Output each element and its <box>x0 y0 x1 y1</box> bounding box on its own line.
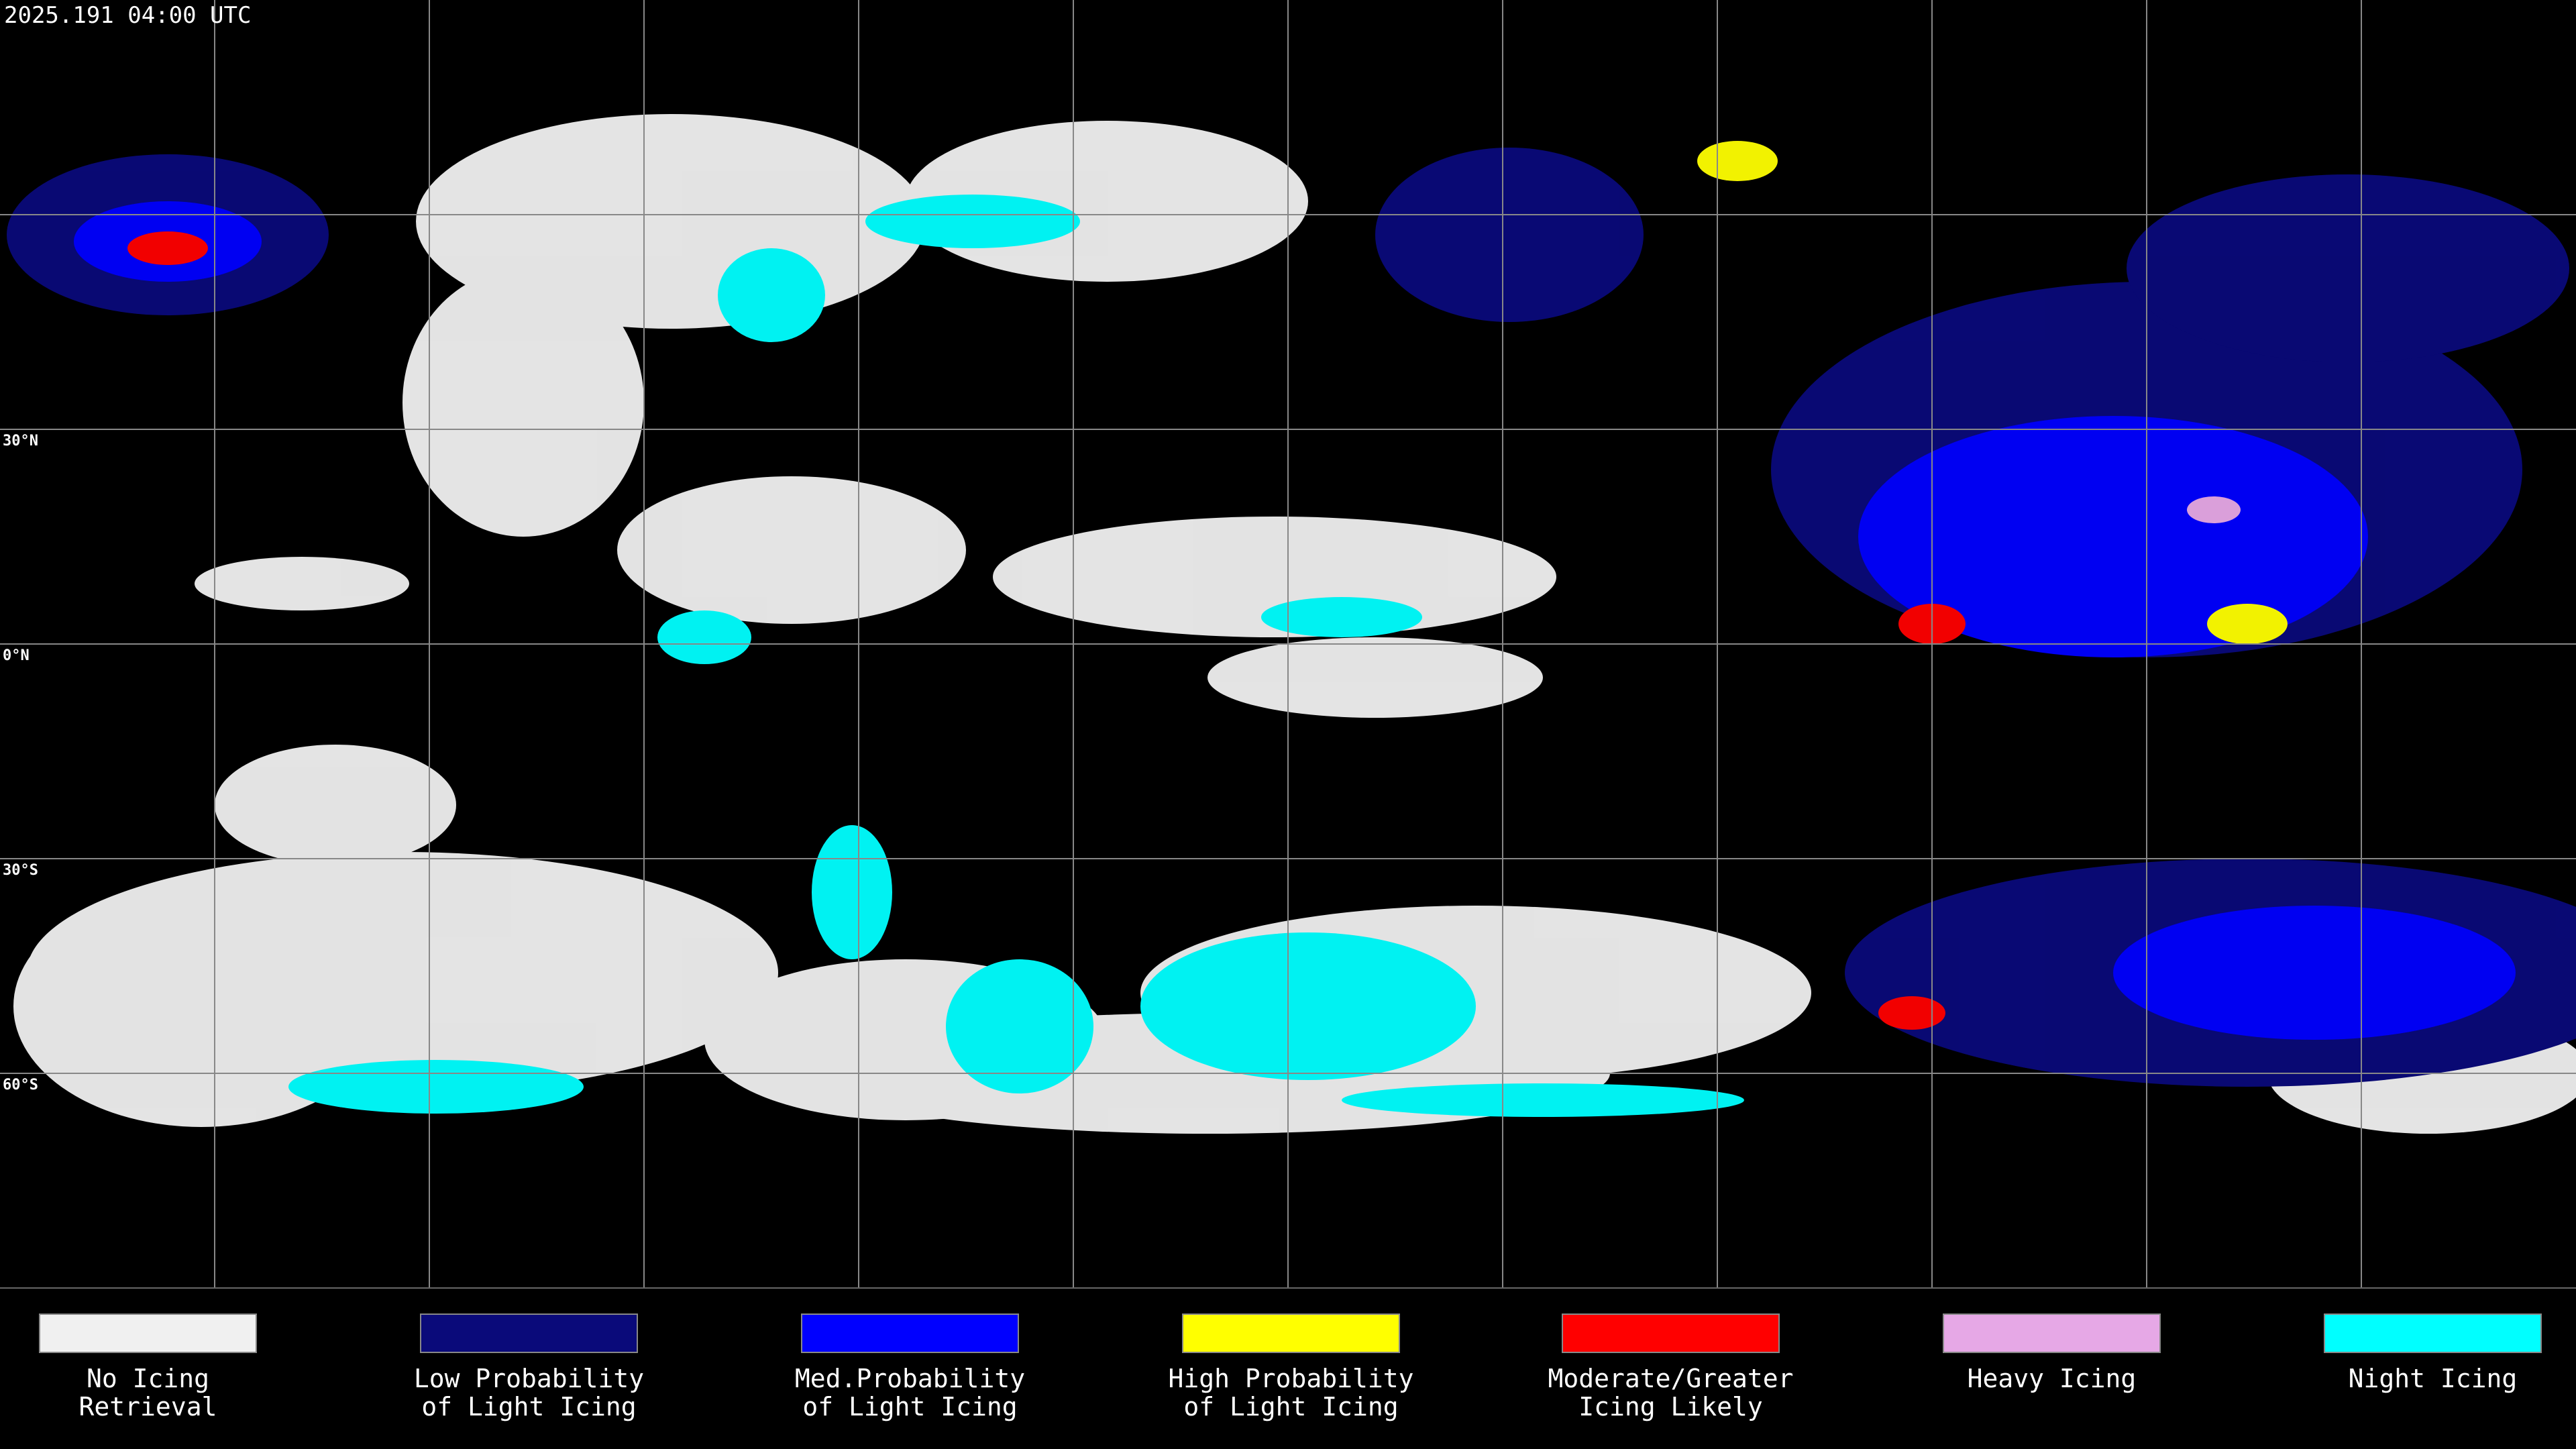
legend-label: of Light Icing <box>421 1392 636 1421</box>
legend-label: Icing Likely <box>1578 1392 1763 1421</box>
legend-swatch <box>1943 1313 2161 1353</box>
legend-label: High Probability <box>1168 1364 1413 1393</box>
legend-swatch <box>1562 1313 1780 1353</box>
timestamp: 2025.191 04:00 UTC <box>4 2 251 29</box>
legend-item: Heavy Icing <box>1943 1313 2161 1393</box>
legend-swatch <box>1182 1313 1400 1353</box>
legend-label: Med.Probability <box>795 1364 1025 1393</box>
labels: 30°N 0°N 30°S 60°S <box>3 433 38 1093</box>
legend-label: Moderate/Greater <box>1548 1364 1793 1393</box>
legend-label: Heavy Icing <box>1968 1364 2137 1393</box>
latitude-label: 60°S <box>3 1077 38 1093</box>
latitude-label: 0°N <box>3 647 30 664</box>
legend-label: of Light Icing <box>1183 1392 1398 1421</box>
legend-label: Night Icing <box>2349 1364 2518 1393</box>
latitude-label: 30°N <box>3 433 38 449</box>
legend-swatch <box>2324 1313 2542 1353</box>
legend-label: Low Probability <box>414 1364 644 1393</box>
graticule <box>0 0 2576 1289</box>
legend-label: No Icing <box>87 1364 209 1393</box>
legend-swatch <box>420 1313 638 1353</box>
legend-swatch <box>801 1313 1019 1353</box>
legend-item: Night Icing <box>2324 1313 2542 1393</box>
legend-label: Retrieval <box>79 1392 217 1421</box>
legend-swatch <box>39 1313 257 1353</box>
latitude-label: 30°S <box>3 862 38 879</box>
legend-label: of Light Icing <box>802 1392 1017 1421</box>
